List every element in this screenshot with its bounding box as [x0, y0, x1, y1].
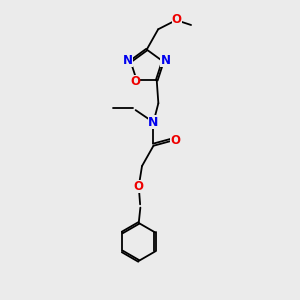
- Text: O: O: [170, 134, 180, 147]
- Text: O: O: [133, 180, 143, 193]
- Text: O: O: [130, 75, 140, 88]
- Text: N: N: [148, 116, 159, 129]
- Text: N: N: [123, 54, 133, 67]
- Text: O: O: [172, 13, 182, 26]
- Text: N: N: [160, 54, 170, 67]
